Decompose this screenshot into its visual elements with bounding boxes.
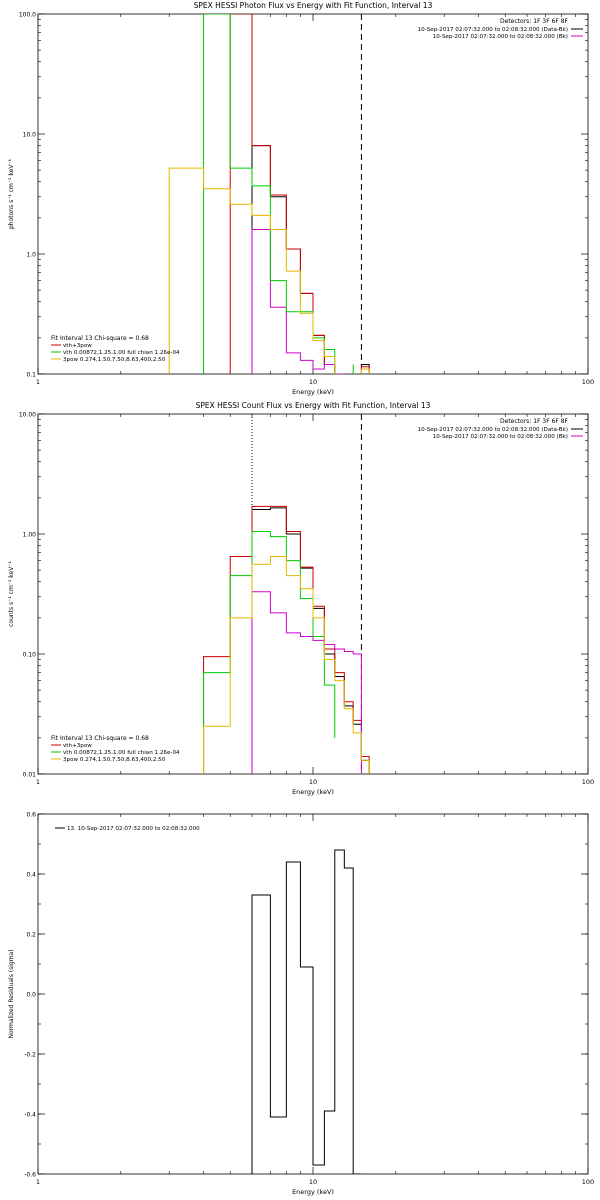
series-group — [251, 849, 362, 1174]
series-3-line — [251, 591, 362, 774]
legend-time-entry: 10-Sep-2017 02:07:32.000 to 02:08:32.000… — [433, 434, 568, 440]
legend-fit-entry: vth 0.00872,1.25,1.00 full chian 1.26e-0… — [63, 750, 180, 756]
legend-top-right: Detectors: 1F 3F 6F 8F 10-Sep-2017 02:07:… — [418, 18, 583, 40]
y-tick-label: 10.0 — [23, 132, 37, 139]
legend-fit: Fit Interval 13 Chi-square = 0.68vth+3po… — [51, 735, 180, 763]
legend-fit: Fit Interval 13 Chi-square = 0.68vth+3po… — [51, 335, 180, 363]
y-tick-label: 10.00 — [19, 412, 36, 419]
series-3-line — [251, 229, 345, 374]
legend-fit-entry: vth 0.00872,1.25,1.00 full chian 1.26e-0… — [63, 350, 180, 356]
x-tick-label: 10 — [309, 1178, 317, 1186]
y-axis-label: counts s⁻¹ cm⁻² keV⁻¹ — [8, 561, 15, 627]
chart-panel-3: 1 10 100 Energy (keV) -0.6 -0.4 -0.2 0.0 0.2 0.4 0… — [8, 812, 594, 1197]
y-axis-label: photons s⁻¹ cm⁻² keV⁻¹ — [8, 158, 15, 229]
legend-fit-header: Fit Interval 13 Chi-square = 0.68 — [51, 335, 149, 342]
series-1-line — [251, 849, 362, 1174]
chart-title: SPEX HESSI Count Flux vs Energy with Fit… — [196, 401, 431, 410]
x-tick-label: 100 — [582, 378, 594, 386]
legend-detectors: Detectors: 1F 3F 6F 8F — [500, 418, 569, 425]
x-tick-label: 1 — [36, 778, 40, 786]
legend-fit-entry: 3pow 0.274,1.50,7.50,8.63,400,2.50 — [63, 757, 166, 763]
x-axis-label: Energy (keV) — [292, 788, 334, 796]
x-axis: 1 10 100 Energy (keV) — [36, 814, 594, 1196]
legend-time-entry: 10-Sep-2017 02:07:32.000 to 02:08:32.000… — [418, 427, 568, 433]
chart-panel-2: SPEX HESSI Count Flux vs Energy with Fit… — [8, 401, 594, 796]
series-1-line — [251, 507, 370, 774]
x-tick-label: 1 — [36, 378, 40, 386]
series-group — [203, 505, 370, 774]
series-4-line — [203, 530, 336, 774]
legend-detectors: Detectors: 1F 3F 6F 8F — [500, 18, 569, 25]
series-5-line — [168, 167, 370, 374]
legend-time-entry: 10-Sep-2017 02:07:32.000 to 02:08:32.000… — [418, 27, 568, 33]
legend-top-right: Detectors: 1F 3F 6F 8F 10-Sep-2017 02:07:… — [418, 418, 583, 440]
y-tick-label: -0.6 — [24, 1172, 36, 1179]
y-tick-label: -0.4 — [24, 1112, 36, 1119]
x-tick-label: 100 — [582, 1178, 594, 1186]
x-axis-label: Energy (keV) — [292, 388, 334, 396]
y-axis: -0.6 -0.4 -0.2 0.0 0.2 0.4 0.6 Normalized Resid… — [8, 812, 588, 1179]
series-2-line — [229, 14, 370, 374]
x-tick-label: 1 — [36, 1178, 40, 1186]
x-tick-label: 10 — [309, 378, 317, 386]
chart-panel-1: SPEX HESSI Photon Flux vs Energy with Fi… — [8, 1, 594, 396]
y-tick-label: 1.00 — [23, 532, 37, 539]
y-axis: 0.01 0.10 1.00 10.00 counts s⁻¹ cm⁻² keV⁻¹ — [8, 412, 588, 779]
legend-top-left: 13. 10-Sep-2017 02:07:32.000 to 02:08:32… — [55, 826, 200, 832]
y-tick-label: -0.2 — [24, 1052, 36, 1059]
x-tick-label: 10 — [309, 778, 317, 786]
y-tick-label: 0.6 — [26, 812, 36, 819]
series-group — [168, 14, 370, 374]
y-tick-label: 0.2 — [26, 932, 36, 939]
legend-time-entry: 10-Sep-2017 02:07:32.000 to 02:08:32.000… — [433, 34, 568, 40]
y-tick-label: 0.0 — [26, 992, 36, 999]
y-tick-label: 1.0 — [26, 252, 36, 259]
x-tick-label: 100 — [582, 778, 594, 786]
legend-fit-entry: vth+3pow — [63, 343, 92, 349]
legend-fit-header: Fit Interval 13 Chi-square = 0.68 — [51, 735, 149, 742]
legend-fit-entry: vth+3pow — [63, 743, 92, 749]
y-tick-label: 0.1 — [26, 372, 36, 379]
chart-title: SPEX HESSI Photon Flux vs Energy with Fi… — [194, 1, 433, 10]
x-axis-label: Energy (keV) — [292, 1188, 334, 1196]
legend-fit-entry: 3pow 0.274,1.50,7.50,8.63,400,2.50 — [63, 357, 166, 363]
y-tick-label: 0.10 — [23, 652, 37, 659]
x-axis: 1 10 100 Energy (keV) — [36, 414, 594, 796]
y-tick-label: 0.01 — [23, 772, 37, 779]
series-4-line — [203, 14, 354, 374]
legend-interval-entry: 13. 10-Sep-2017 02:07:32.000 to 02:08:32… — [67, 826, 200, 832]
y-tick-label: 100.0 — [19, 12, 36, 19]
series-5-line — [203, 555, 370, 774]
y-axis: 0.1 1.0 10.0 100.0 photons s⁻¹ cm⁻² keV⁻¹ — [8, 12, 588, 379]
y-axis-label: Normalized Residuals (sigma) — [8, 949, 15, 1038]
y-tick-label: 0.4 — [26, 872, 36, 879]
